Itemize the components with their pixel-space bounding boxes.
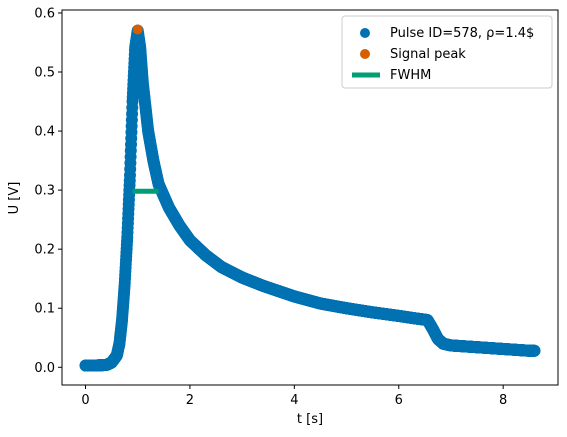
series-pulse [79, 24, 541, 372]
y-axis: 0.0 0.1 0.2 0.3 0.4 0.5 0.6 [34, 6, 62, 376]
legend: Pulse ID=578, ρ=1.4$ Signal peak FWHM [341, 15, 553, 89]
y-tick-label: 0.5 [34, 66, 55, 81]
y-tick-label: 0.3 [34, 184, 55, 199]
x-tick-label: 8 [499, 393, 507, 408]
x-axis: 0 2 4 6 8 [81, 385, 507, 408]
x-tick-label: 2 [186, 393, 194, 408]
x-tick-label: 0 [81, 393, 89, 408]
pulse-point [528, 344, 541, 357]
y-axis-label: U [V] [7, 182, 22, 215]
y-tick-label: 0.4 [34, 125, 55, 140]
legend-marker-signal-peak [360, 49, 370, 59]
legend-marker-pulse [360, 28, 370, 38]
y-tick-label: 0.0 [34, 361, 55, 376]
x-axis-label: t [s] [297, 412, 323, 427]
legend-frame [341, 15, 553, 89]
x-tick-label: 4 [290, 393, 298, 408]
legend-label-signal-peak: Signal peak [390, 47, 466, 62]
legend-label-pulse: Pulse ID=578, ρ=1.4$ [390, 26, 534, 41]
x-tick-label: 6 [395, 393, 403, 408]
plot-frame [61, 9, 559, 386]
y-tick-label: 0.2 [34, 243, 55, 258]
signal-peak-point [132, 24, 143, 35]
series-layer [79, 24, 541, 372]
y-tick-label: 0.6 [34, 6, 55, 21]
y-tick-label: 0.1 [34, 302, 55, 317]
legend-label-fwhm: FWHM [390, 68, 431, 83]
